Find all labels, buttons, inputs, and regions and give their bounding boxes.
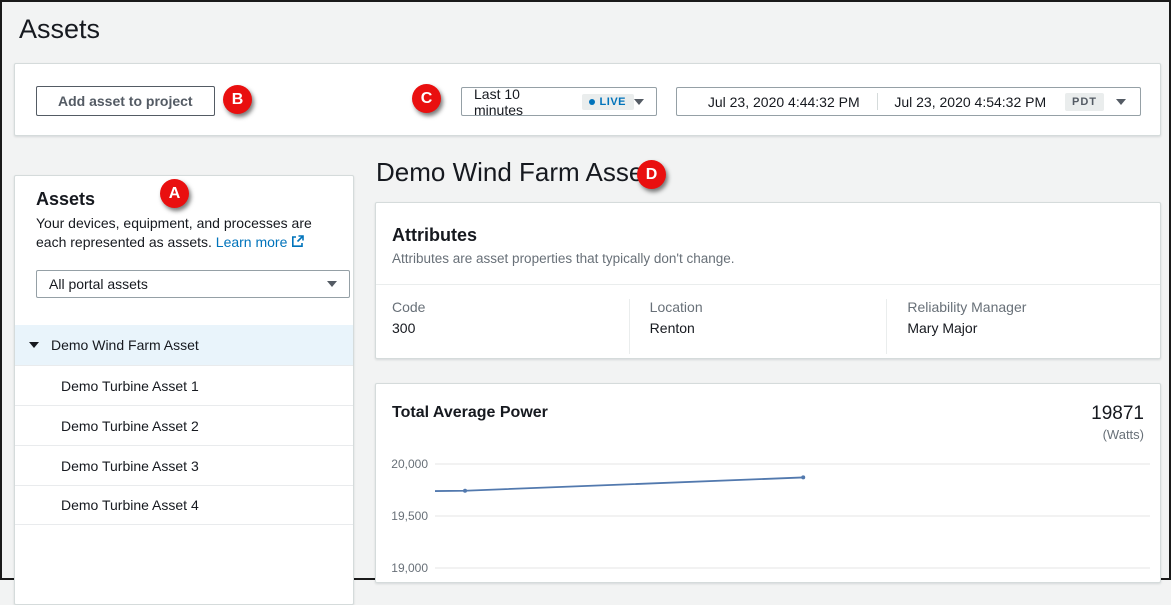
chart-latest-value-block: 19871 (Watts): [1091, 403, 1144, 443]
callout-b: B: [223, 85, 252, 114]
asset-filter-select[interactable]: All portal assets: [36, 270, 350, 298]
learn-more-link[interactable]: Learn more: [216, 234, 305, 250]
attribute-value: Mary Major: [907, 320, 978, 336]
chart-latest-value: 19871: [1091, 403, 1144, 424]
y-axis-tick-label: 19,000: [391, 561, 428, 575]
attribute-item: Location Renton: [628, 299, 887, 354]
asset-tree: Demo Wind Farm Asset Demo Turbine Asset …: [15, 325, 353, 525]
tree-root-label: Demo Wind Farm Asset: [51, 337, 199, 353]
sidebar-description: Your devices, equipment, and processes a…: [36, 214, 338, 252]
attribute-item: Code 300: [392, 299, 629, 354]
live-dot-icon: [588, 98, 595, 105]
tree-child-label: Demo Turbine Asset 3: [61, 457, 199, 474]
tree-expand-icon[interactable]: [29, 342, 39, 348]
assets-sidebar-panel: Assets Your devices, equipment, and proc…: [14, 175, 354, 605]
callout-d: D: [637, 160, 666, 189]
attribute-item: Reliability Manager Mary Major: [886, 299, 1144, 354]
asset-heading: Demo Wind Farm Asset: [376, 157, 651, 187]
toolbar-panel: Add asset to project Last 10 minutes LIV…: [14, 63, 1161, 136]
y-axis-tick-label: 19,500: [391, 509, 428, 523]
chart-title: Total Average Power: [392, 404, 548, 421]
live-badge-label: LIVE: [599, 95, 626, 108]
attribute-label: Reliability Manager: [907, 299, 1027, 315]
attribute-value: Renton: [649, 320, 695, 336]
attribute-label: Code: [392, 299, 426, 315]
chart-unit-label: (Watts): [1102, 427, 1144, 442]
time-range-label: Last 10 minutes: [474, 85, 524, 118]
date-range-end: Jul 23, 2020 4:54:32 PM: [894, 93, 1047, 110]
attributes-header: Attributes Attributes are asset properti…: [376, 203, 1160, 285]
date-range-start: Jul 23, 2020 4:44:32 PM: [707, 93, 860, 110]
attribute-value: 300: [392, 320, 416, 336]
y-axis-tick-label: 20,000: [391, 457, 428, 471]
live-badge: LIVE: [581, 93, 634, 110]
sidebar-description-text: Your devices, equipment, and processes a…: [36, 215, 312, 250]
external-link-icon: [292, 235, 305, 247]
page-title: Assets: [19, 14, 101, 44]
chevron-down-icon: [1116, 98, 1126, 105]
attribute-label: Location: [649, 299, 703, 315]
tree-item-demo-turbine-asset-1[interactable]: Demo Turbine Asset 1: [15, 365, 353, 405]
tree-item-demo-turbine-asset-2[interactable]: Demo Turbine Asset 2: [15, 405, 353, 445]
chevron-down-icon: [634, 98, 644, 105]
tree-item-demo-turbine-asset-3[interactable]: Demo Turbine Asset 3: [15, 445, 353, 485]
tree-item-demo-turbine-asset-4[interactable]: Demo Turbine Asset 4: [15, 485, 353, 525]
time-range-dropdown[interactable]: Last 10 minutes LIVE: [461, 85, 657, 118]
date-range-divider: [876, 93, 878, 110]
attributes-title: Attributes: [392, 225, 477, 245]
callout-a: A: [160, 179, 189, 208]
chart-header: Total Average Power 19871 (Watts): [376, 384, 1160, 443]
tree-item-demo-wind-farm-asset[interactable]: Demo Wind Farm Asset: [15, 325, 353, 365]
chevron-down-icon: [327, 281, 337, 287]
tree-child-label: Demo Turbine Asset 4: [61, 497, 199, 513]
callout-c: C: [412, 84, 441, 113]
add-asset-to-project-button[interactable]: Add asset to project: [36, 86, 215, 116]
learn-more-label: Learn more: [215, 234, 288, 250]
asset-filter-value: All portal assets: [49, 276, 148, 292]
attributes-subtitle: Attributes are asset properties that typ…: [392, 251, 735, 266]
timezone-badge: PDT: [1065, 92, 1104, 111]
tree-child-label: Demo Turbine Asset 1: [61, 377, 199, 394]
attributes-grid: Code 300 Location Renton Reliability Man…: [376, 285, 1160, 354]
total-average-power-panel: Total Average Power 19871 (Watts) 20,000…: [375, 383, 1161, 583]
tree-child-label: Demo Turbine Asset 2: [61, 417, 199, 434]
sidebar-title: Assets: [36, 189, 96, 209]
date-range-control[interactable]: Jul 23, 2020 4:44:32 PM Jul 23, 2020 4:5…: [676, 87, 1141, 116]
attributes-panel: Attributes Attributes are asset properti…: [375, 202, 1161, 359]
